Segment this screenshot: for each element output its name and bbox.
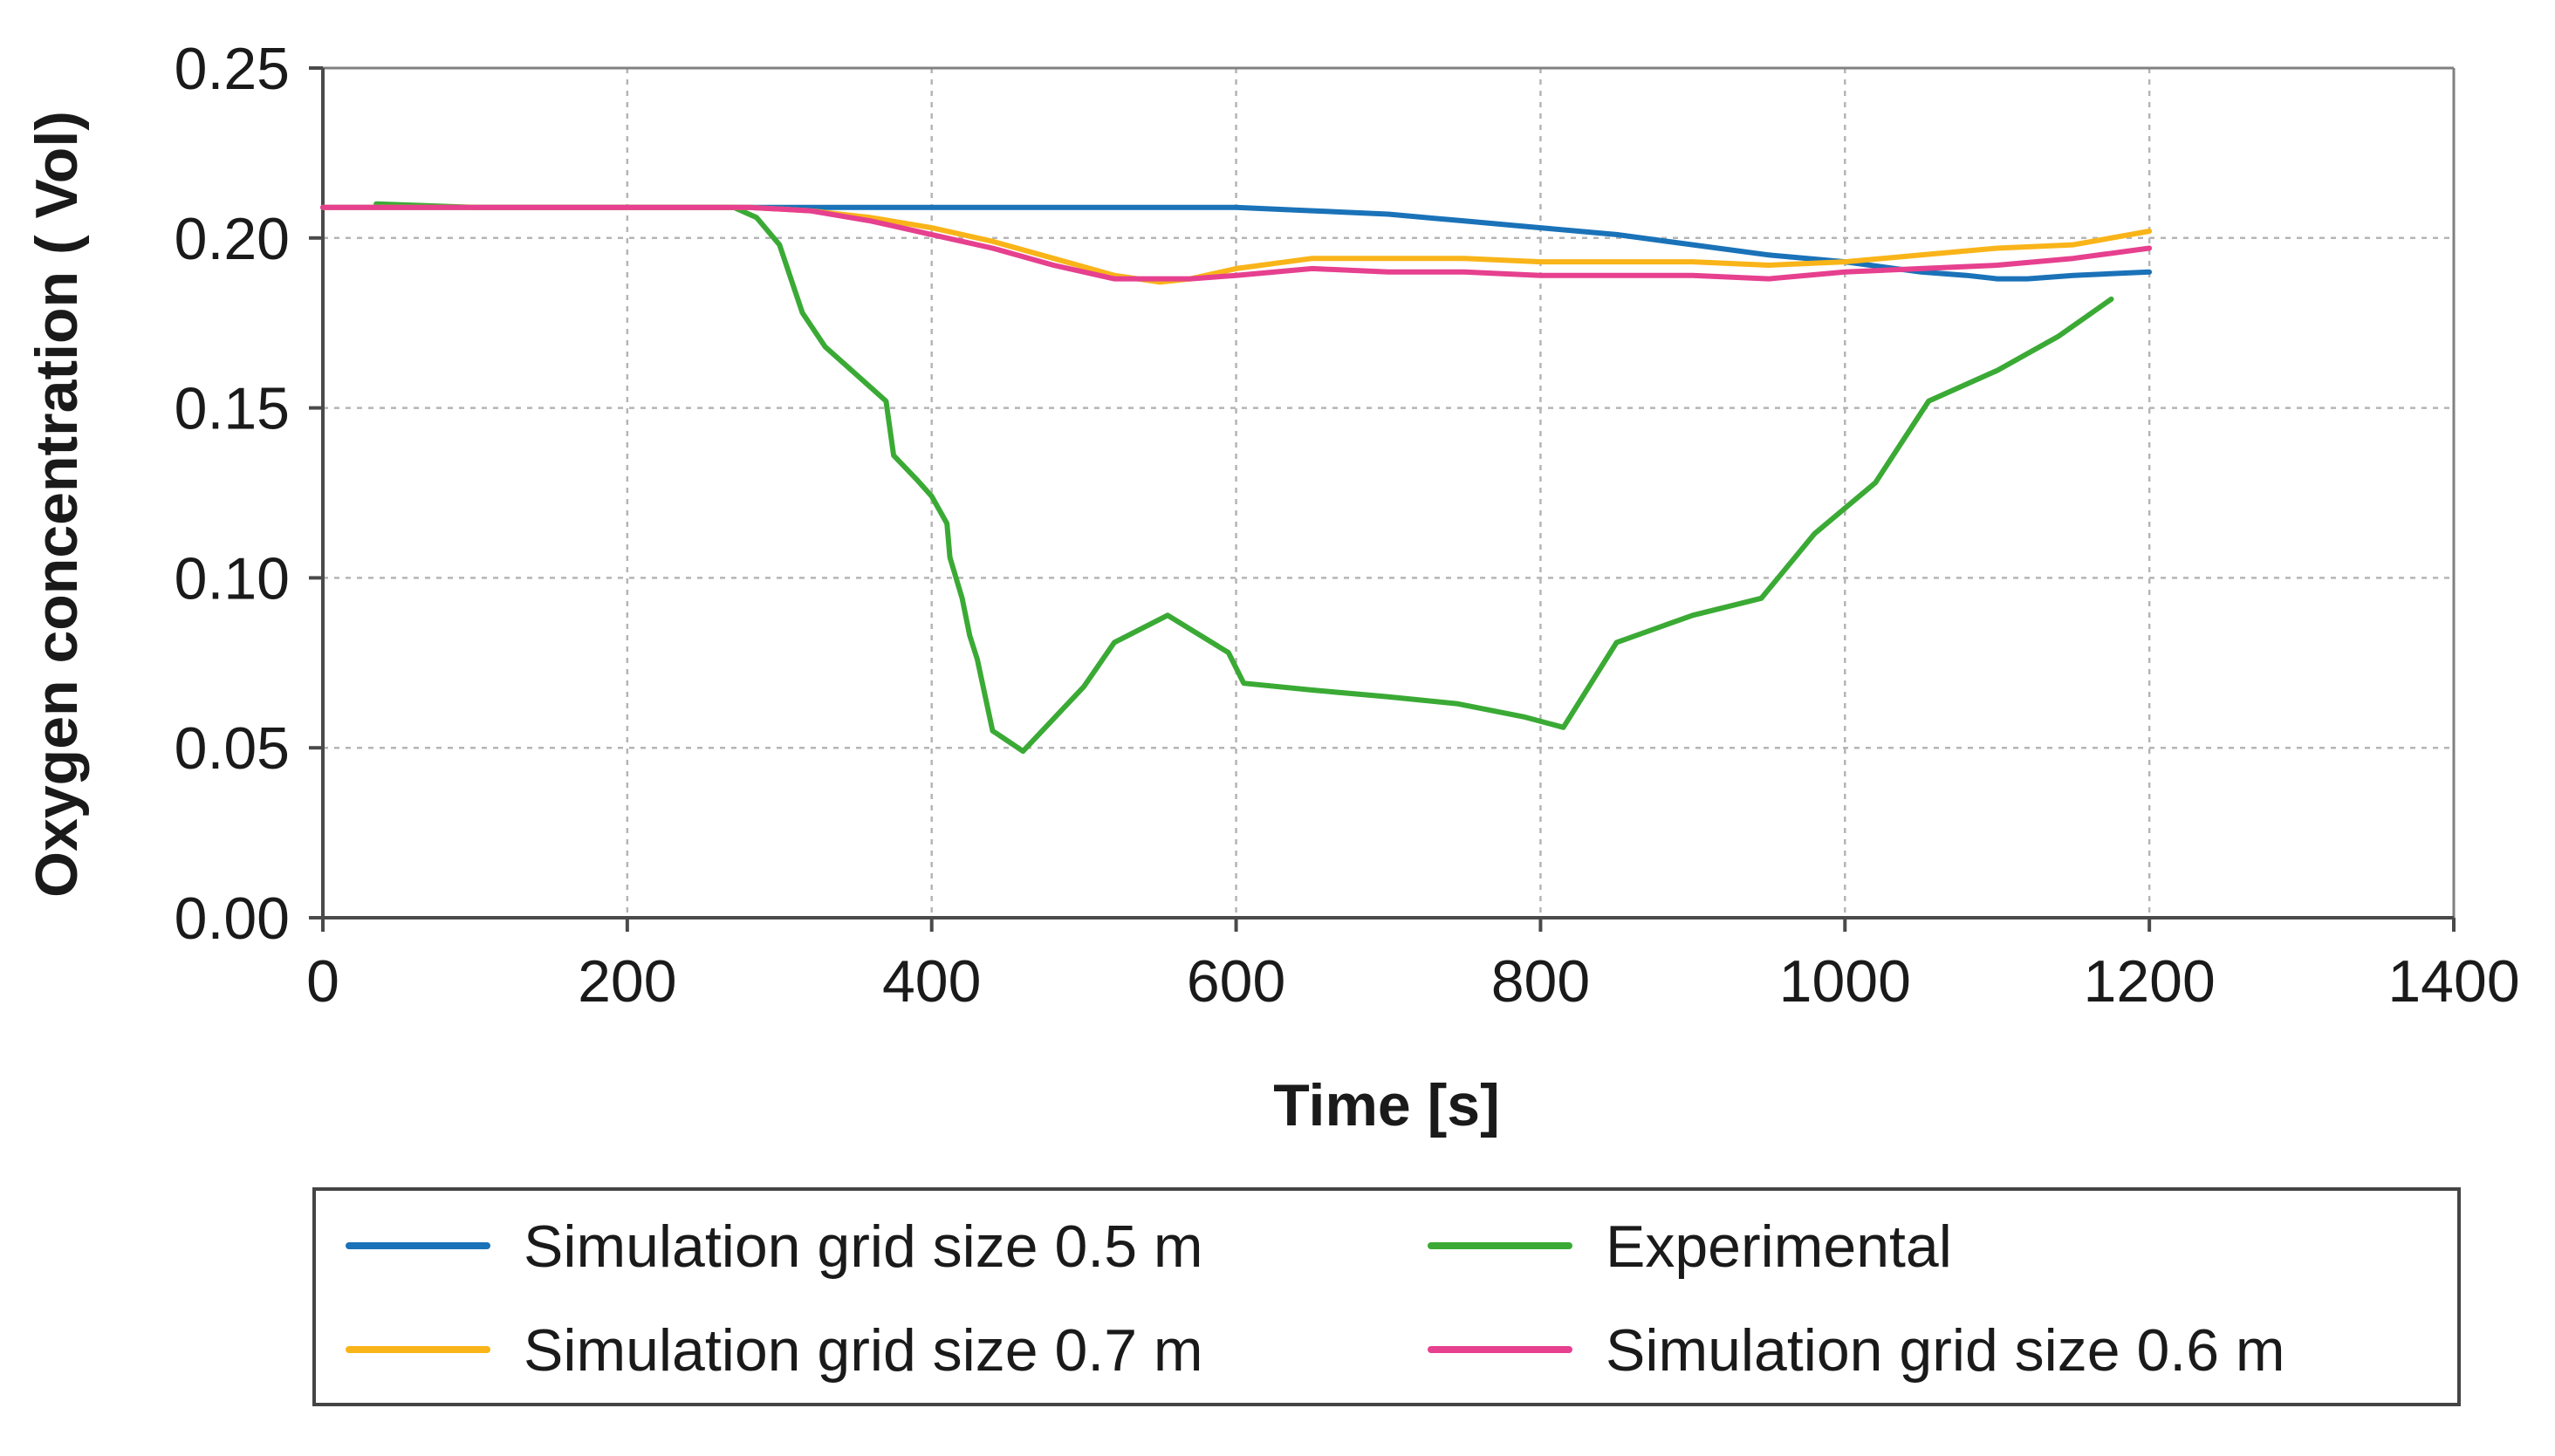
series-layer: [320, 201, 2153, 755]
legend-item: Simulation grid size 0.7 m: [346, 1317, 1203, 1384]
x-tick-label: 200: [578, 948, 676, 1015]
axis-layer: [309, 66, 2456, 932]
x-tick-label: 400: [882, 948, 981, 1015]
y-tick-label: 0.10: [175, 545, 290, 612]
x-tick-label: 1400: [2387, 948, 2519, 1015]
legend-label: Simulation grid size 0.6 m: [1606, 1317, 2285, 1384]
legend-item: Simulation grid size 0.5 m: [346, 1213, 1203, 1280]
x-tick-label: 1000: [1779, 948, 1911, 1015]
legend-label: Simulation grid size 0.7 m: [524, 1317, 1203, 1384]
x-tick-label: 600: [1187, 948, 1285, 1015]
grid-layer: [323, 68, 2454, 918]
legend-item: Simulation grid size 0.6 m: [1428, 1317, 2285, 1384]
y-tick-label: 0.20: [175, 206, 290, 272]
x-tick-label: 1200: [2084, 948, 2216, 1015]
legend-label: Simulation grid size 0.5 m: [524, 1213, 1203, 1280]
y-tick-label: 0.25: [175, 36, 290, 102]
series-line-simulation-grid-size-0-5-m: [320, 204, 2153, 282]
series-line-experimental: [373, 201, 2114, 755]
x-axis-title: Time [s]: [1273, 1072, 1499, 1138]
x-tick-label: 0: [306, 948, 339, 1015]
legend-label: Experimental: [1606, 1213, 1952, 1280]
legend-box: [312, 1187, 2461, 1406]
y-tick-label: 0.15: [175, 376, 290, 442]
y-axis-title: Oxygen concentration ( Vol): [24, 111, 90, 898]
series-line-simulation-grid-size-0-6-m: [320, 204, 2153, 282]
y-tick-label: 0.00: [175, 885, 290, 952]
tick-label-layer: 0 200 400 600 800 1000 1200 1400 0.00 0.05 0.10 0.1…: [175, 36, 2520, 1015]
legend-items: Simulation grid size 0.5 m Experimental Si…: [346, 1213, 2285, 1384]
legend: Simulation grid size 0.5 m Experimental Si…: [312, 1187, 2461, 1406]
x-tick-label: 800: [1491, 948, 1590, 1015]
y-tick-label: 0.05: [175, 715, 290, 782]
legend-item: Experimental: [1428, 1213, 1952, 1280]
